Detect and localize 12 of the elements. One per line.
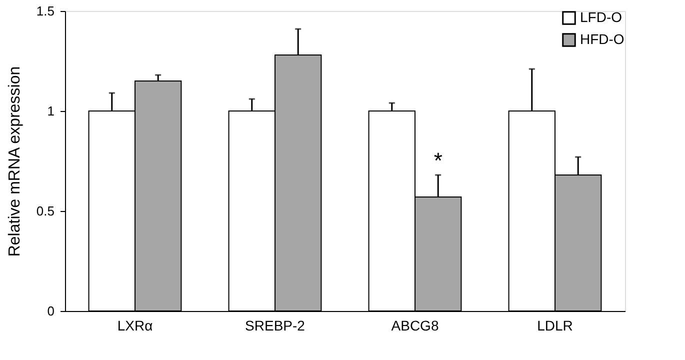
legend-label: LFD-O — [580, 9, 622, 25]
y-tick-label: 1 — [47, 104, 54, 118]
y-axis-title: Relative mRNA expression — [6, 66, 24, 257]
x-tick-label: SREBP-2 — [245, 318, 306, 334]
x-tick-label: LDLR — [537, 318, 573, 334]
y-tick-label: 0.5 — [36, 204, 54, 218]
x-tick-label: LXRα — [117, 318, 153, 334]
y-tick-label: 1.5 — [36, 4, 54, 18]
legend-label: HFD-O — [580, 31, 624, 47]
x-tick-label: ABCG8 — [391, 318, 439, 334]
annotation: * — [434, 148, 443, 173]
y-tick-label: 0 — [47, 304, 54, 318]
